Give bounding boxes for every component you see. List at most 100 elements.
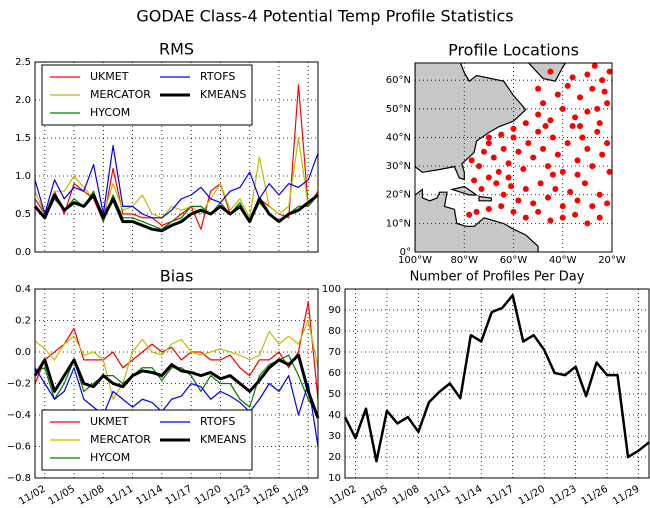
profile-point — [569, 123, 576, 129]
series-line — [34, 319, 319, 400]
profile-point — [485, 206, 492, 213]
profile-point — [547, 68, 554, 75]
y-tick-label: 100 — [322, 284, 341, 295]
x-tick-label: 11/05 — [47, 484, 77, 508]
y-tick-label: 60°N — [386, 75, 411, 86]
profile-point — [542, 123, 549, 129]
profile-point — [537, 180, 544, 187]
x-tick-label: 11/11 — [105, 484, 135, 508]
profile-point — [601, 88, 608, 95]
legend-label: UKMET — [90, 415, 129, 428]
profile-point — [520, 165, 527, 172]
x-tick-label: 11/20 — [517, 484, 547, 508]
profile-point — [515, 148, 522, 155]
hispaniola — [478, 195, 492, 202]
y-tick-label: 40°N — [386, 132, 411, 143]
profile-point — [540, 100, 547, 107]
profile-point — [589, 203, 596, 210]
profile-point — [515, 197, 522, 204]
y-tick-label: 2.5 — [15, 57, 31, 68]
profile-point — [559, 214, 566, 221]
x-tick-label: 60°W — [500, 255, 528, 266]
land — [415, 63, 567, 252]
x-tick-label: 11/08 — [391, 484, 421, 508]
profile-point — [505, 174, 512, 181]
profile-point — [596, 214, 603, 221]
suptitle: GODAE Class-4 Potential Temp Profile Sta… — [136, 7, 513, 26]
x-tick-label: 11/29 — [281, 484, 311, 508]
legend-label: HYCOM — [90, 451, 130, 464]
series-line — [34, 137, 319, 219]
profile-point — [552, 186, 559, 192]
profile-point — [530, 154, 537, 161]
profile-point — [500, 191, 507, 198]
profile-point — [581, 180, 588, 187]
y-tick-label: 60 — [328, 368, 341, 379]
profile-point — [508, 183, 515, 190]
profile-point — [584, 220, 591, 227]
profile-point — [584, 145, 591, 152]
cuba — [449, 185, 479, 196]
profile-point — [473, 208, 480, 215]
profile-point — [559, 105, 566, 112]
profile-point — [493, 180, 500, 187]
y-tick-label: 0.0 — [15, 347, 31, 358]
profile-point — [594, 105, 601, 112]
y-tick-label: 20°N — [386, 190, 411, 201]
x-tick-label: 11/14 — [454, 484, 484, 508]
legend-label: RTOFS — [200, 70, 235, 83]
profile-point — [549, 171, 556, 178]
chart-title: Number of Profiles Per Day — [410, 270, 585, 285]
profile-point — [606, 68, 613, 75]
profile-point — [500, 145, 507, 152]
profile-point — [576, 94, 583, 101]
y-tick-label: 90 — [328, 305, 341, 316]
profile-point — [604, 140, 611, 147]
y-tick-label: 2.0 — [15, 95, 31, 106]
x-tick-label: 11/17 — [164, 484, 194, 508]
x-tick-label: 40°W — [549, 255, 577, 266]
profile-point — [535, 111, 542, 118]
profile-point — [559, 168, 566, 175]
y-tick-label: 10°N — [386, 218, 411, 229]
profile-point — [589, 85, 596, 92]
y-tick-label: 1.0 — [15, 171, 31, 182]
series-line — [33, 193, 319, 233]
chart-title: RMS — [159, 40, 194, 59]
y-tick-label: −0.8 — [7, 473, 31, 484]
legend-label: HYCOM — [90, 106, 130, 119]
profile-point — [567, 188, 574, 195]
profile-point — [547, 117, 554, 124]
x-tick-label: 100°W — [398, 255, 432, 266]
profile-point — [584, 71, 591, 78]
x-tick-label: 11/23 — [548, 484, 578, 508]
profile-point — [564, 140, 571, 147]
profile-point — [471, 177, 478, 184]
x-tick-label: 11/02 — [328, 484, 358, 508]
chart-title: Profile Locations — [448, 41, 579, 60]
y-tick-label: 50 — [328, 389, 341, 400]
legend-label: MERCATOR — [90, 88, 151, 101]
legend-label: RTOFS — [200, 415, 235, 428]
profile-point — [480, 148, 487, 155]
x-tick-label: 11/08 — [76, 484, 106, 508]
profile-point — [584, 108, 591, 115]
profile-point — [574, 157, 581, 164]
y-tick-label: 70 — [328, 347, 341, 358]
profile-point — [569, 74, 576, 81]
profile-point — [559, 203, 566, 210]
y-tick-label: 0.5 — [15, 209, 31, 220]
profile-point — [544, 194, 551, 201]
profile-point — [535, 85, 542, 92]
y-tick-label: 80 — [328, 326, 341, 337]
profile-point — [606, 168, 613, 175]
series-line — [33, 353, 320, 419]
x-tick-label: 11/02 — [17, 484, 47, 508]
x-tick-label: 11/14 — [134, 484, 164, 508]
profile-point — [596, 191, 603, 198]
profile-point — [544, 163, 551, 170]
profile-point — [554, 91, 561, 98]
profile-point — [468, 157, 475, 164]
north-america — [415, 63, 527, 181]
